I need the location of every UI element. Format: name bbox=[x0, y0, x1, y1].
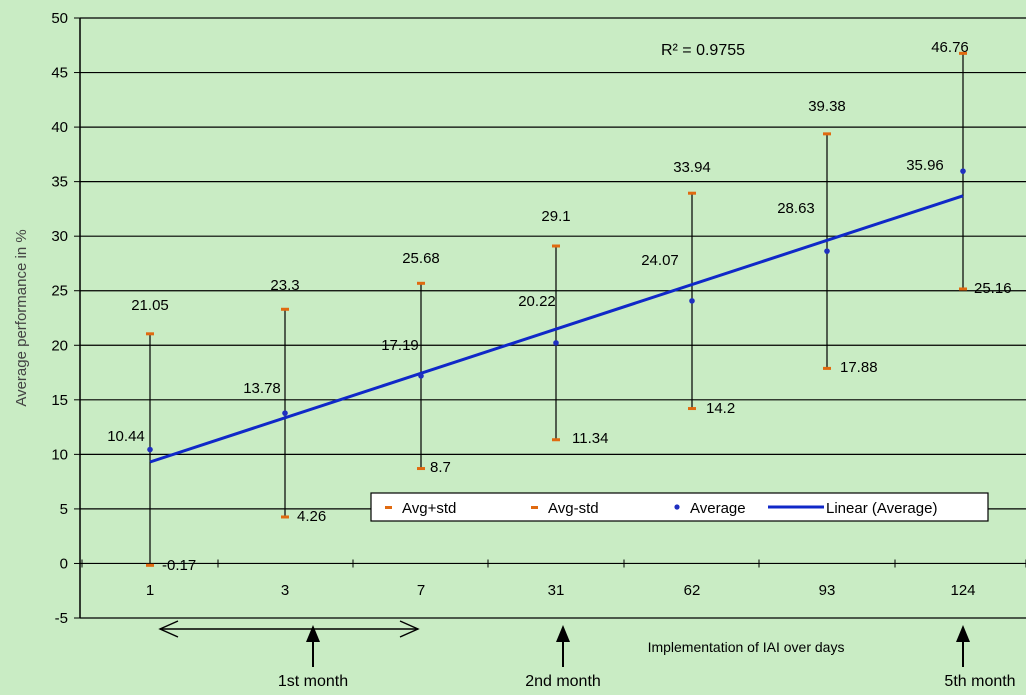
data-label-lower: 4.26 bbox=[297, 508, 326, 525]
data-label-upper: 23.3 bbox=[270, 277, 299, 294]
y-tick-label: 25 bbox=[51, 283, 68, 300]
avg-minus-std-marker bbox=[823, 366, 831, 370]
month-arrow-head bbox=[556, 625, 570, 642]
data-label-lower: 8.7 bbox=[430, 459, 451, 476]
avg-minus-std-marker bbox=[959, 287, 967, 291]
data-label-average: 24.07 bbox=[641, 252, 679, 269]
y-tick-label: -5 bbox=[55, 610, 68, 627]
data-label-lower: 11.34 bbox=[572, 430, 608, 447]
y-tick-label: 5 bbox=[60, 501, 68, 518]
data-label-lower: 14.2 bbox=[706, 400, 735, 417]
y-tick-label: 40 bbox=[51, 119, 68, 136]
month-label: 2nd month bbox=[525, 673, 601, 690]
data-label-average: 35.96 bbox=[906, 157, 944, 174]
avg-plus-std-marker bbox=[281, 307, 289, 311]
y-tick-label: 45 bbox=[51, 65, 68, 82]
data-label-upper: 46.76 bbox=[931, 39, 969, 56]
legend-marker-average bbox=[674, 504, 680, 510]
y-tick-label: 50 bbox=[51, 10, 68, 27]
r-squared-annotation: R² = 0.9755 bbox=[661, 42, 745, 59]
data-label-average: 10.44 bbox=[107, 428, 145, 445]
y-tick-label: 10 bbox=[51, 446, 68, 463]
data-label-average: 17.19 bbox=[381, 337, 419, 354]
data-label-upper: 21.05 bbox=[131, 297, 169, 314]
legend-label: Average bbox=[690, 500, 746, 517]
data-label-upper: 25.68 bbox=[402, 250, 440, 267]
data-label-lower: -0.17 bbox=[162, 557, 196, 574]
month-label: 1st month bbox=[278, 673, 348, 690]
data-label-average: 13.78 bbox=[243, 380, 281, 397]
y-tick-label: 0 bbox=[60, 555, 68, 572]
month-label: 5th month bbox=[944, 673, 1015, 690]
average-point bbox=[147, 446, 153, 453]
data-label-upper: 29.1 bbox=[541, 208, 570, 225]
legend-marker-avg-minus-std bbox=[531, 506, 538, 509]
y-tick-label: 35 bbox=[51, 174, 68, 191]
arrow-head-right bbox=[399, 620, 420, 638]
average-point bbox=[553, 340, 559, 346]
legend-label: Linear (Average) bbox=[826, 500, 937, 517]
data-label-lower: 17.88 bbox=[840, 359, 878, 376]
avg-minus-std-marker bbox=[146, 563, 154, 567]
avg-minus-std-marker bbox=[417, 467, 425, 471]
x-tick-label: 62 bbox=[684, 582, 701, 599]
data-label-upper: 39.38 bbox=[808, 98, 846, 115]
y-axis-title: Average performance in % bbox=[13, 229, 30, 406]
x-tick-label: 124 bbox=[950, 582, 975, 599]
average-point bbox=[418, 373, 424, 379]
avg-plus-std-marker bbox=[959, 51, 967, 55]
average-point bbox=[689, 298, 695, 304]
data-label-average: 20.22 bbox=[518, 293, 556, 310]
x-tick-label: 3 bbox=[281, 582, 289, 599]
average-point bbox=[282, 410, 288, 416]
data-label-average: 28.63 bbox=[777, 200, 815, 217]
avg-plus-std-marker bbox=[417, 281, 425, 285]
month-arrow-head bbox=[306, 625, 320, 642]
y-tick-label: 30 bbox=[51, 228, 68, 245]
month-arrow-head bbox=[956, 625, 970, 642]
avg-plus-std-marker bbox=[823, 132, 831, 136]
plot-area bbox=[80, 18, 1026, 618]
x-tick-label: 7 bbox=[417, 582, 425, 599]
x-tick-label: 1 bbox=[146, 582, 154, 599]
y-tick-label: 15 bbox=[51, 392, 68, 409]
avg-minus-std-marker bbox=[281, 515, 289, 519]
average-point bbox=[960, 168, 966, 174]
avg-plus-std-marker bbox=[688, 191, 696, 195]
data-label-lower: 25.16 bbox=[974, 280, 1012, 297]
x-axis-title: Implementation of IAI over days bbox=[648, 639, 845, 655]
arrow-head-left bbox=[158, 620, 179, 638]
data-label-upper: 33.94 bbox=[673, 159, 711, 176]
avg-plus-std-marker bbox=[146, 332, 154, 336]
avg-minus-std-marker bbox=[552, 438, 560, 442]
y-tick-label: 20 bbox=[51, 337, 68, 354]
legend-label: Avg+std bbox=[402, 500, 456, 517]
average-point bbox=[824, 248, 830, 254]
legend-label: Avg-std bbox=[548, 500, 599, 517]
avg-minus-std-marker bbox=[688, 407, 696, 411]
trendline bbox=[149, 194, 964, 464]
legend-marker-avg-plus-std bbox=[385, 506, 392, 509]
x-tick-label: 93 bbox=[819, 582, 836, 599]
avg-plus-std-marker bbox=[552, 244, 560, 248]
x-tick-label: 31 bbox=[548, 582, 565, 599]
